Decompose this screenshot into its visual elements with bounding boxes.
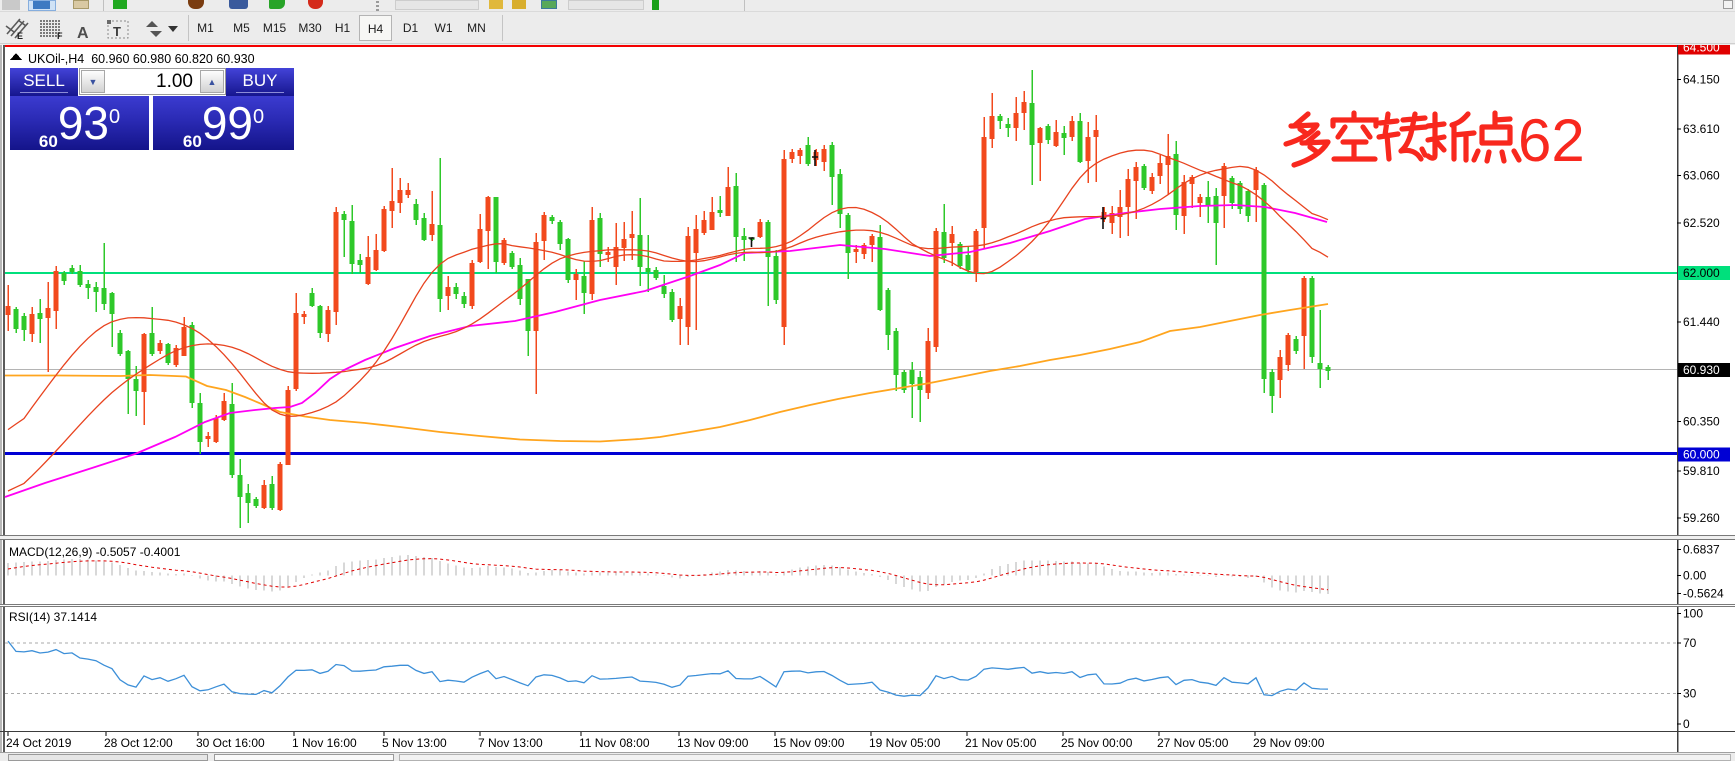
svg-text:7 Nov 13:00: 7 Nov 13:00 xyxy=(478,736,543,750)
svg-text:30: 30 xyxy=(1683,687,1697,701)
svg-text:UKOil-,H4 60.960 60.980 60.82: UKOil-,H4 60.960 60.980 60.820 60.930 xyxy=(28,52,255,66)
svg-text:19 Nov 05:00: 19 Nov 05:00 xyxy=(869,736,941,750)
svg-text:11 Nov 08:00: 11 Nov 08:00 xyxy=(579,736,650,750)
svg-text:RSI(14) 37.1414: RSI(14) 37.1414 xyxy=(9,610,97,624)
svg-text:100: 100 xyxy=(1683,607,1703,621)
svg-text:29 Nov 09:00: 29 Nov 09:00 xyxy=(1253,736,1325,750)
svg-text:62.520: 62.520 xyxy=(1683,216,1720,230)
svg-text:64.500: 64.500 xyxy=(1683,45,1720,55)
svg-text:28 Oct 12:00: 28 Oct 12:00 xyxy=(104,736,173,750)
svg-text:E: E xyxy=(17,31,23,41)
svg-text:21 Nov 05:00: 21 Nov 05:00 xyxy=(965,736,1037,750)
svg-text:0: 0 xyxy=(1683,717,1690,731)
svg-text:25 Nov 00:00: 25 Nov 00:00 xyxy=(1061,736,1133,750)
svg-text:63.060: 63.060 xyxy=(1683,169,1720,183)
svg-text:24 Oct 2019: 24 Oct 2019 xyxy=(6,736,72,750)
svg-text:60.000: 60.000 xyxy=(1683,448,1720,462)
svg-text:61.440: 61.440 xyxy=(1683,315,1720,329)
svg-text:59.260: 59.260 xyxy=(1683,511,1720,525)
svg-text:MACD(12,26,9) -0.5057 -0.4001: MACD(12,26,9) -0.5057 -0.4001 xyxy=(9,545,181,559)
svg-text:A: A xyxy=(77,25,89,42)
svg-text:63.610: 63.610 xyxy=(1683,122,1720,136)
svg-text:T: T xyxy=(113,24,121,39)
svg-text:0.6837: 0.6837 xyxy=(1683,543,1720,557)
svg-text:60.930: 60.930 xyxy=(1683,363,1720,377)
svg-text:5 Nov 13:00: 5 Nov 13:00 xyxy=(382,736,447,750)
svg-text:F: F xyxy=(57,31,63,41)
svg-text:64.150: 64.150 xyxy=(1683,72,1720,86)
svg-text:1 Nov 16:00: 1 Nov 16:00 xyxy=(292,736,357,750)
svg-text:-0.5624: -0.5624 xyxy=(1683,586,1724,600)
svg-text:62.000: 62.000 xyxy=(1683,266,1720,280)
svg-text:13 Nov 09:00: 13 Nov 09:00 xyxy=(677,736,749,750)
svg-text:30 Oct 16:00: 30 Oct 16:00 xyxy=(196,736,265,750)
svg-text:70: 70 xyxy=(1683,636,1697,650)
svg-text:62: 62 xyxy=(1518,107,1585,174)
svg-text:15 Nov 09:00: 15 Nov 09:00 xyxy=(773,736,845,750)
svg-text:59.810: 59.810 xyxy=(1683,464,1720,478)
svg-text:0.00: 0.00 xyxy=(1683,568,1707,582)
svg-text:60.350: 60.350 xyxy=(1683,415,1720,429)
svg-text:27 Nov 05:00: 27 Nov 05:00 xyxy=(1157,736,1229,750)
